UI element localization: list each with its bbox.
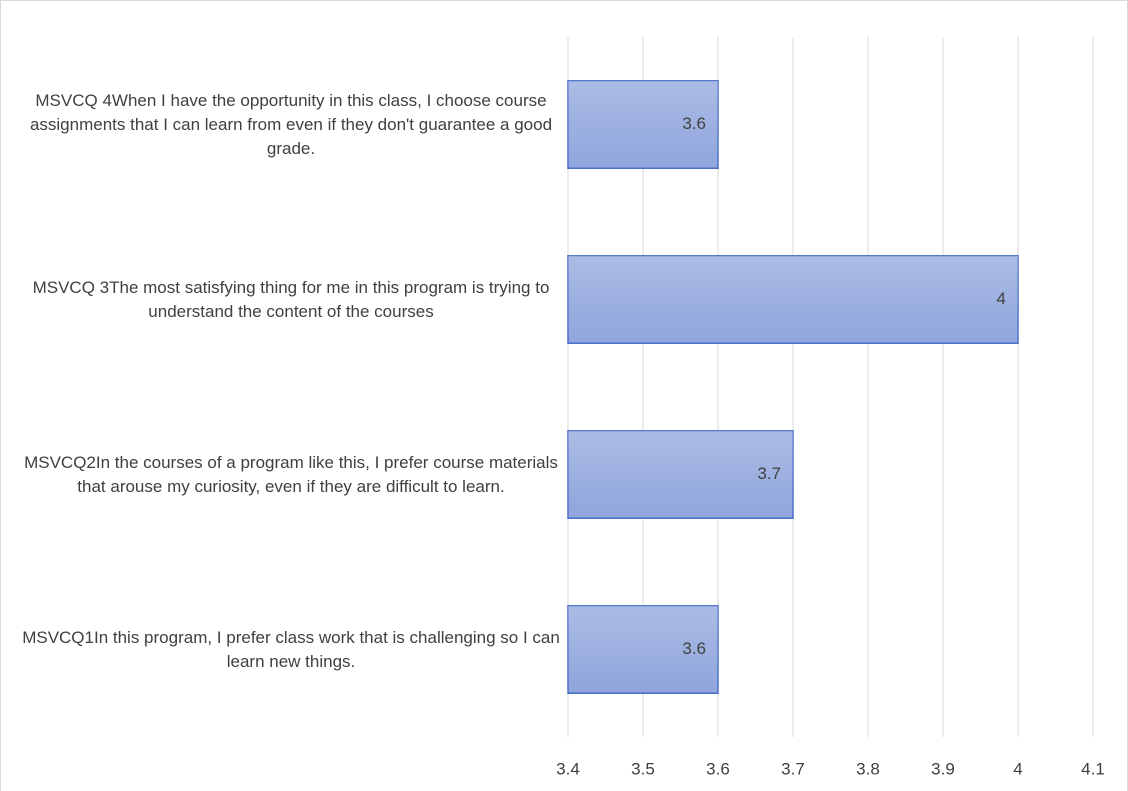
x-tick-label: 3.5 — [631, 759, 655, 778]
x-tick-label: 3.4 — [556, 759, 580, 778]
y-tick-label: MSVCQ1In this program, I prefer class wo… — [22, 627, 560, 671]
x-tick-label: 3.9 — [931, 759, 955, 778]
x-tick-label: 4.1 — [1081, 759, 1105, 778]
x-tick-label: 3.7 — [781, 759, 805, 778]
data-label: 3.6 — [682, 114, 706, 133]
data-label: 4 — [997, 289, 1006, 308]
y-tick-label: MSVCQ 3The most satisfying thing for me … — [32, 277, 550, 321]
x-tick-label: 3.6 — [706, 759, 730, 778]
data-label: 3.7 — [757, 464, 781, 483]
data-label: 3.6 — [682, 639, 706, 658]
x-tick-label: 3.8 — [856, 759, 880, 778]
y-tick-label: MSVCQ2In the courses of a program like t… — [24, 452, 558, 496]
bar — [567, 255, 1019, 344]
x-tick-label: 4 — [1013, 759, 1022, 778]
y-tick-label: MSVCQ 4When I have the opportunity in th… — [29, 90, 553, 158]
